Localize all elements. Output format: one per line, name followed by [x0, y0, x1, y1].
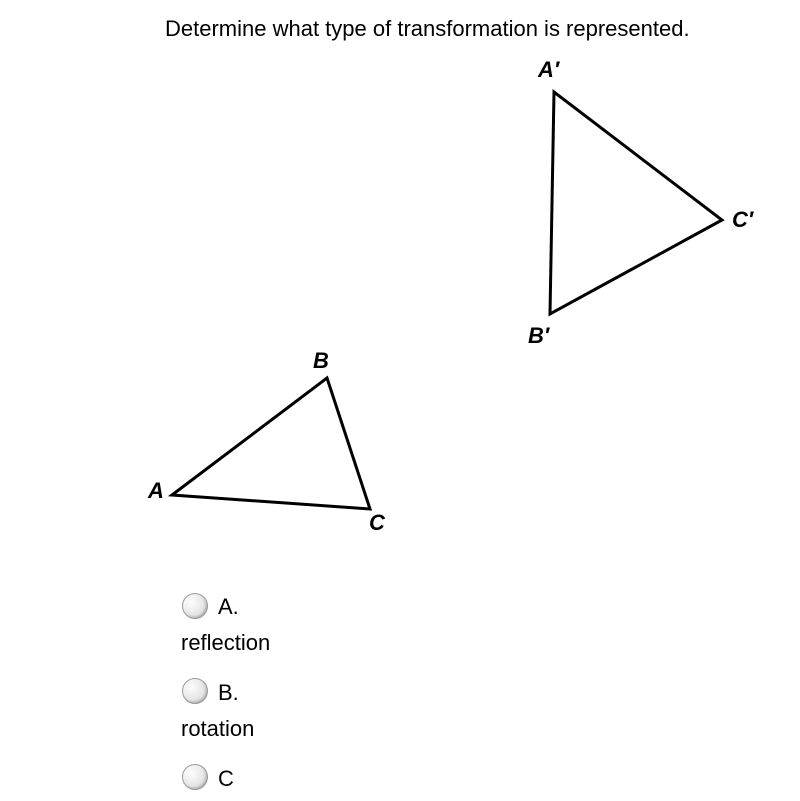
option-text-a: reflection	[181, 630, 270, 656]
option-letter-b: B.	[218, 680, 239, 706]
vertex-label-c: C	[369, 510, 385, 536]
triangle-abc	[172, 378, 370, 509]
diagram-svg	[0, 0, 800, 801]
radio-option-b[interactable]	[182, 678, 208, 704]
vertex-label-c-prime: C′	[732, 207, 753, 233]
radio-option-c[interactable]	[182, 764, 208, 790]
radio-option-a[interactable]	[182, 593, 208, 619]
vertex-label-b: B	[313, 348, 329, 374]
option-letter-a: A.	[218, 594, 239, 620]
vertex-label-a-prime: A′	[538, 57, 559, 83]
vertex-label-b-prime: B′	[528, 323, 549, 349]
triangle-abc-prime	[550, 92, 722, 314]
vertex-label-a: A	[148, 478, 164, 504]
option-letter-c: C	[218, 766, 234, 792]
option-text-b: rotation	[181, 716, 254, 742]
